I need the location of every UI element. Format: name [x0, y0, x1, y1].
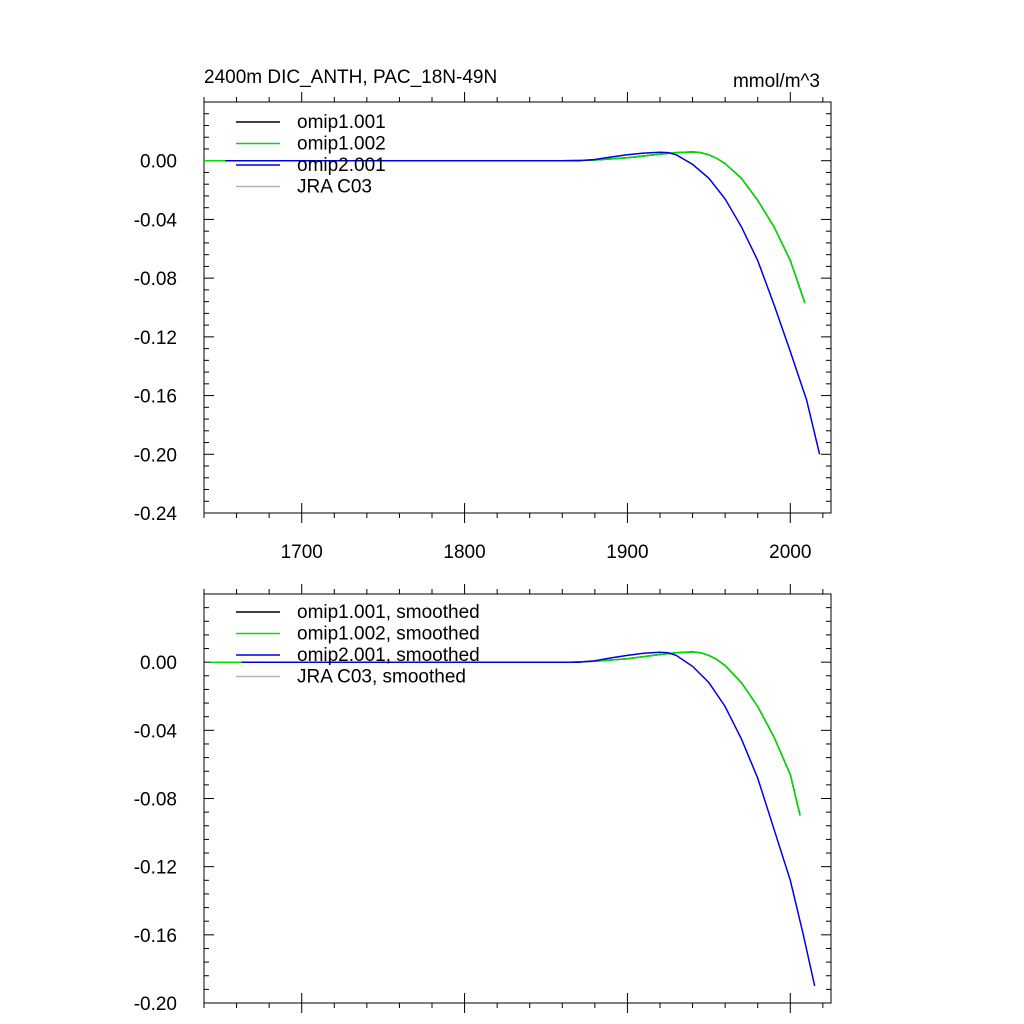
series-line-omip1-002	[204, 151, 806, 304]
y-tick-label: -0.08	[134, 269, 177, 290]
y-tick-label: -0.04	[134, 721, 178, 742]
y-tick-label: -0.16	[134, 387, 177, 408]
x-tick-label: 2000	[769, 542, 811, 563]
y-tick-label: -0.24	[134, 504, 178, 525]
legend-label: omip2.001, smoothed	[297, 645, 480, 666]
chart-title: 2400m DIC_ANTH, PAC_18N-49N	[204, 67, 497, 88]
y-tick-label: -0.12	[134, 858, 177, 879]
plot-frame	[203, 101, 832, 514]
x-tick-label: 1900	[606, 542, 648, 563]
y-tick-label: -0.16	[134, 926, 177, 947]
bottom-panel: 0.00 -0.04 -0.08 -0.12 -0.16 -0.20 omip1.001, …	[134, 584, 832, 1015]
x-tick-label: 1700	[281, 542, 323, 563]
legend-label: omip1.001, smoothed	[297, 602, 480, 623]
legend-label: JRA C03	[297, 177, 372, 198]
y-tick-label: 0.00	[140, 653, 177, 674]
series-line-omip2-001-smoothed	[241, 651, 816, 987]
y-tick-label: -0.20	[134, 445, 177, 466]
top-panel: 0.00 -0.04 -0.08 -0.12 -0.16 -0.20 -0.24 1700 18…	[134, 92, 832, 563]
x-tick-label: 1800	[443, 542, 485, 563]
y-tick-label: -0.20	[134, 994, 177, 1015]
series-line-omip2-001	[225, 151, 821, 455]
y-tick-label: -0.04	[134, 210, 178, 231]
units-label: mmol/m^3	[733, 71, 820, 92]
legend-label: omip2.001	[297, 155, 386, 176]
y-tick-label: -0.12	[134, 328, 177, 349]
y-tick-label: 0.00	[140, 152, 177, 173]
legend-label: JRA C03, smoothed	[297, 667, 466, 688]
legend-label: omip1.002, smoothed	[297, 624, 480, 645]
legend-label: omip1.002	[297, 134, 386, 155]
y-tick-label: -0.08	[134, 790, 177, 811]
legend-label: omip1.001	[297, 112, 386, 133]
